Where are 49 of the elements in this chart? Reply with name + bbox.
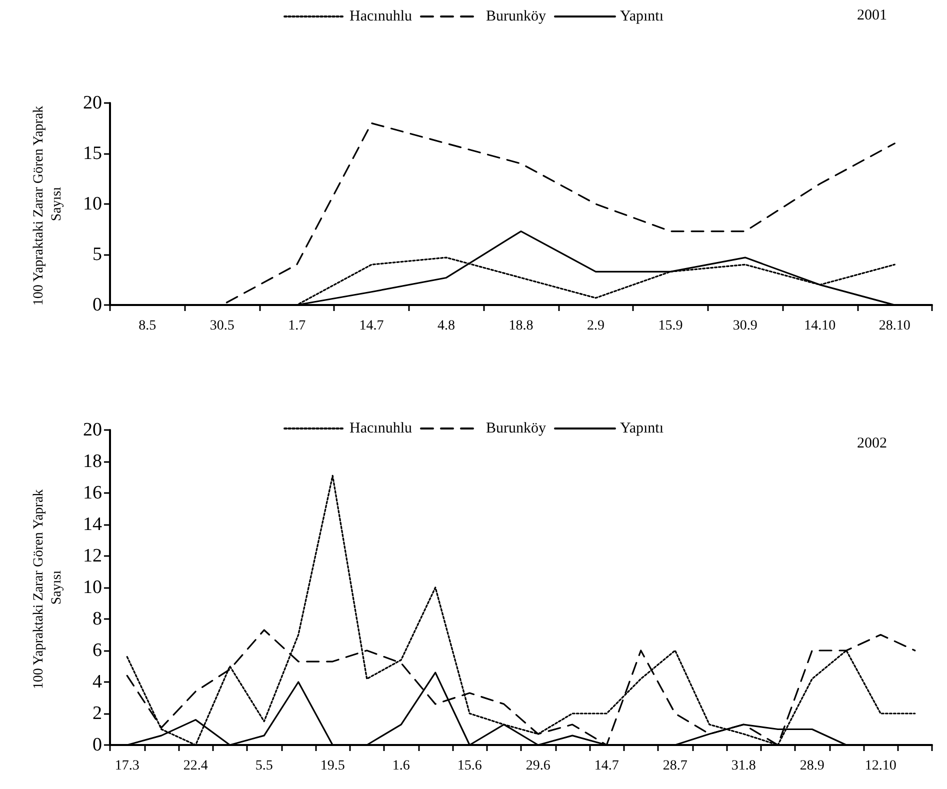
x-tick-label: 14.7	[594, 758, 619, 774]
y-tick-label: 12	[83, 546, 102, 566]
y-tick-label: 10	[83, 577, 102, 598]
x-tick-label: 1.7	[288, 318, 306, 334]
y-tick-label: 4	[92, 672, 102, 692]
x-tick-label: 15.9	[658, 318, 683, 334]
x-tick-label: 31.8	[731, 758, 756, 774]
x-tick-label: 28.9	[800, 758, 824, 774]
x-tick-label: 8.5	[138, 318, 156, 334]
y-tick-label: 0	[92, 294, 102, 316]
y-tick-label: 6	[92, 640, 102, 661]
y-tick-label: 10	[83, 194, 102, 214]
x-tick-label: 14.10	[804, 318, 836, 334]
x-tick-label: 5.5	[255, 758, 273, 774]
x-tick-label: 2.9	[586, 318, 604, 334]
y-tick-label: 2	[92, 703, 102, 724]
legend-label: Hacınuhlu	[350, 420, 412, 436]
y-tick-label: 14	[83, 514, 102, 535]
x-tick-label: 29.6	[526, 758, 550, 774]
y-tick-label: 8	[92, 608, 102, 630]
y-tick-label: 20	[83, 92, 102, 114]
x-tick-label: 4.8	[438, 318, 456, 334]
x-tick-label: 19.5	[320, 758, 345, 774]
y-tick-label: 16	[83, 482, 102, 504]
y-tick-label: 18	[83, 451, 102, 472]
x-tick-label: 30.5	[210, 318, 234, 334]
y-axis-title: 100 Yapraktaki Zarar Gören Yaprak Sayısı	[32, 102, 64, 306]
y-tick-label: 5	[92, 244, 102, 265]
x-tick-label: 17.3	[114, 758, 140, 774]
x-tick-label: 28.7	[662, 758, 688, 774]
y-tick-label: 15	[83, 143, 102, 164]
y-tick-label: 20	[83, 420, 102, 440]
legend-label: Burunköy	[486, 8, 546, 24]
legend-label: Yapıntı	[620, 8, 664, 24]
y-axis-title: 100 Yapraktaki Zarar Gören Yaprak Sayısı	[32, 486, 64, 690]
annotation: 2002	[857, 436, 887, 452]
x-tick-label: 14.7	[359, 318, 384, 334]
x-tick-label: 18.8	[508, 318, 534, 334]
x-tick-label: 1.6	[392, 758, 410, 774]
y-tick-label: 0	[92, 734, 102, 756]
x-tick-label: 12.10	[864, 758, 896, 774]
legend-label: Hacınuhlu	[350, 8, 412, 24]
legend-label: Burunköy	[486, 420, 546, 436]
x-tick-label: 28.10	[878, 318, 910, 334]
x-tick-label: 30.9	[732, 318, 758, 334]
legend-label: Yapıntı	[620, 420, 664, 436]
x-tick-label: 22.4	[183, 758, 208, 774]
x-tick-label: 15.6	[457, 758, 482, 774]
text: 2001	[857, 8, 887, 24]
